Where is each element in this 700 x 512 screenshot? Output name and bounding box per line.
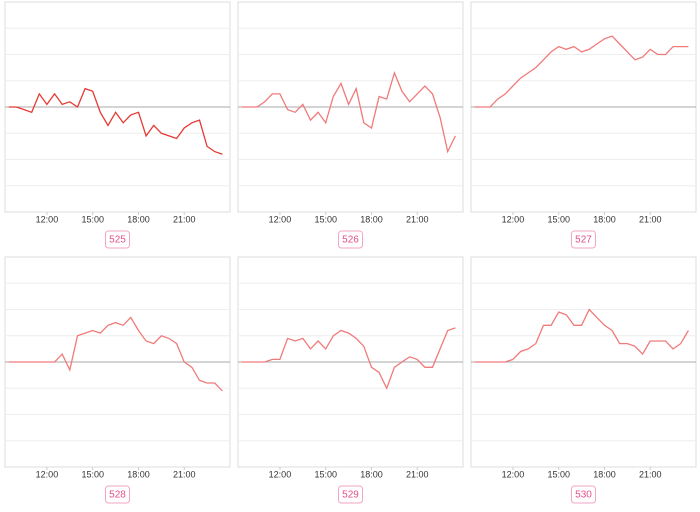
label-badge[interactable] bbox=[571, 230, 596, 249]
x-tick-label: 21:00 bbox=[406, 469, 429, 479]
label-text[interactable]: 525 bbox=[109, 235, 126, 246]
data-line bbox=[474, 35, 689, 108]
label-text[interactable]: 530 bbox=[575, 490, 592, 501]
x-tick-label: 18:00 bbox=[593, 469, 616, 479]
x-tick-label: 12:00 bbox=[36, 214, 59, 224]
x-tick-label: 15:00 bbox=[81, 214, 104, 224]
x-tick-label: 21:00 bbox=[173, 469, 196, 479]
x-tick-label: 21:00 bbox=[639, 469, 662, 479]
x-tick-label: 15:00 bbox=[547, 214, 570, 224]
label-badge[interactable] bbox=[105, 485, 130, 504]
x-tick-label: 12:00 bbox=[502, 214, 525, 224]
x-tick-label: 12:00 bbox=[269, 469, 292, 479]
label-badge[interactable] bbox=[338, 485, 363, 504]
data-line bbox=[474, 308, 689, 363]
x-tick-label: 21:00 bbox=[639, 214, 662, 224]
x-tick-label: 15:00 bbox=[81, 469, 104, 479]
x-tick-label: 18:00 bbox=[360, 469, 383, 479]
x-tick-label: 15:00 bbox=[314, 469, 337, 479]
x-tick-label: 18:00 bbox=[127, 214, 150, 224]
data-line bbox=[241, 70, 456, 154]
x-tick-label: 21:00 bbox=[406, 214, 429, 224]
x-tick-label: 12:00 bbox=[502, 469, 525, 479]
x-tick-label: 12:00 bbox=[36, 469, 59, 479]
x-tick-label: 18:00 bbox=[360, 214, 383, 224]
x-tick-label: 15:00 bbox=[314, 214, 337, 224]
label-text[interactable]: 528 bbox=[109, 490, 126, 501]
x-tick-label: 18:00 bbox=[127, 469, 150, 479]
x-tick-label: 18:00 bbox=[593, 214, 616, 224]
data-line bbox=[241, 327, 456, 390]
x-tick-label: 21:00 bbox=[173, 214, 196, 224]
x-tick-label: 15:00 bbox=[547, 469, 570, 479]
label-text[interactable]: 526 bbox=[342, 235, 359, 246]
label-text[interactable]: 527 bbox=[575, 235, 592, 246]
x-tick-label: 12:00 bbox=[269, 214, 292, 224]
label-badge[interactable] bbox=[105, 230, 130, 249]
data-line bbox=[8, 87, 223, 155]
label-badge[interactable] bbox=[338, 230, 363, 249]
label-badge[interactable] bbox=[571, 485, 596, 504]
data-line bbox=[8, 316, 223, 392]
label-text[interactable]: 529 bbox=[342, 490, 359, 501]
